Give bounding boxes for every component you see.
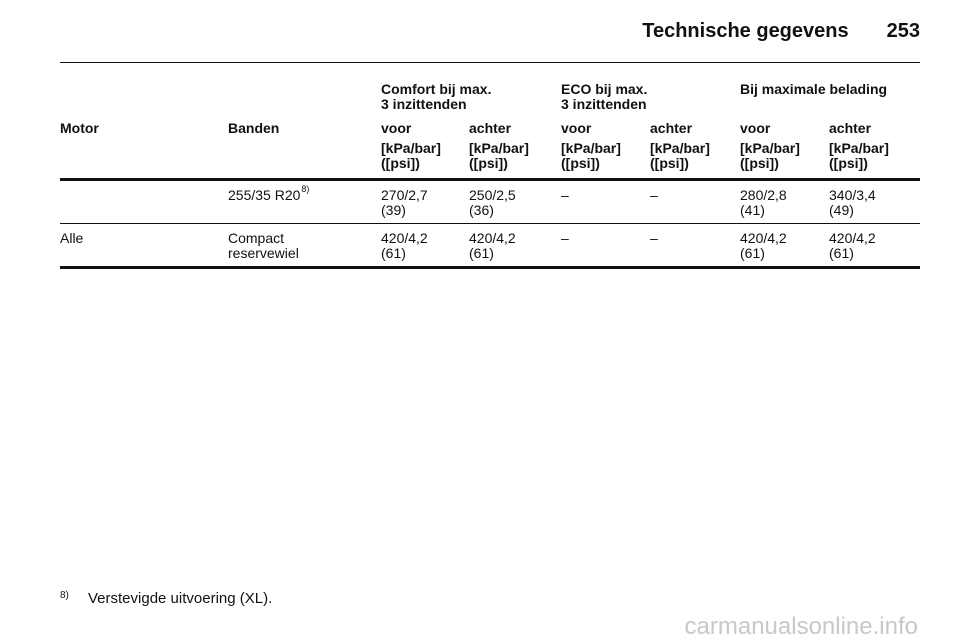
header-rule [60,62,920,63]
pressure-cell: (49) [829,202,854,218]
unit-header: [kPa/bar] [561,140,621,156]
tire-cell: Compact [228,230,285,246]
table-rule [60,266,920,269]
pressure-cell: (41) [740,202,765,218]
pressure-cell: 270/2,7 [381,187,428,203]
tire-cell: 255/35 R20 [228,187,301,203]
group-header: ECO bij max. [561,81,648,97]
unit-header: [kPa/bar] [829,140,889,156]
column-header: voor [381,120,412,136]
pressure-cell: – [650,187,658,203]
unit-header: [kPa/bar] [740,140,800,156]
title: Technische gegevens [642,20,849,42]
pressure-cell: (36) [469,202,494,218]
pressure-cell: (39) [381,202,406,218]
unit-header: ([psi]) [650,155,689,171]
column-header: Motor [60,120,99,136]
footnote-text: Verstevigde uitvoering (XL). [88,590,273,607]
pressure-cell: (61) [740,245,765,261]
row-rule [60,223,920,224]
pressure-cell: 420/4,2 [381,230,428,246]
unit-header: ([psi]) [561,155,600,171]
column-header: achter [829,120,872,136]
pressure-cell: – [561,187,569,203]
pressure-cell: 420/4,2 [469,230,516,246]
pressure-cell: (61) [829,245,854,261]
footnote-marker: 8) [60,590,69,601]
pressure-cell: (61) [469,245,494,261]
watermark: carmanualsonline.info [684,613,918,640]
pressure-cell: 340/3,4 [829,187,876,203]
unit-header: ([psi]) [740,155,779,171]
pressure-cell: 250/2,5 [469,187,516,203]
pressure-cell: – [650,230,658,246]
unit-header: [kPa/bar] [469,140,529,156]
footnote-ref: 8) [301,184,310,194]
pressure-cell: – [561,230,569,246]
pressure-cell: 280/2,8 [740,187,787,203]
group-header: Comfort bij max. [381,81,492,97]
column-header: voor [561,120,592,136]
unit-header: ([psi]) [381,155,420,171]
page-number: 253 [886,20,920,42]
column-header: achter [469,120,512,136]
column-header: Banden [228,120,280,136]
page-title: Technische gegevens 253 [642,20,920,42]
tire-cell: reservewiel [228,245,299,261]
table-rule [60,178,920,181]
column-header: achter [650,120,693,136]
group-header: 3 inzittenden [561,96,647,112]
unit-header: [kPa/bar] [381,140,441,156]
motor-cell: Alle [60,230,84,246]
pressure-cell: 420/4,2 [829,230,876,246]
column-header: voor [740,120,771,136]
pressure-cell: 420/4,2 [740,230,787,246]
unit-header: ([psi]) [469,155,508,171]
pressure-cell: (61) [381,245,406,261]
group-header: Bij maximale belading [740,81,888,97]
group-header: 3 inzittenden [381,96,467,112]
unit-header: ([psi]) [829,155,868,171]
unit-header: [kPa/bar] [650,140,710,156]
